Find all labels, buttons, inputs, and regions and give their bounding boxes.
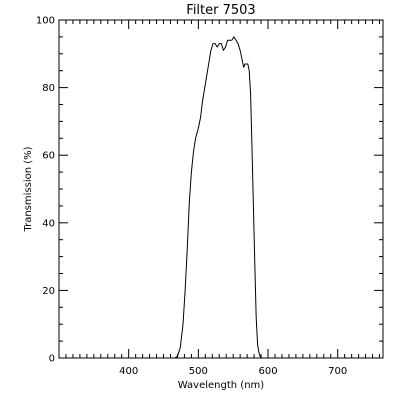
y-tick-label: 80 <box>42 83 55 94</box>
series-line <box>171 36 266 359</box>
y-tick-label: 100 <box>36 16 55 27</box>
minor-ticks <box>58 20 383 358</box>
tick-labels: 400 500 600 700 0 20 40 60 80 100 <box>36 16 347 378</box>
y-axis-label: Transmission (%) <box>23 146 34 232</box>
y-tick-label: 40 <box>42 218 55 229</box>
major-ticks <box>59 19 383 359</box>
series-group <box>171 36 266 359</box>
x-tick-label: 600 <box>258 366 277 377</box>
y-tick-label: 20 <box>42 286 55 297</box>
x-tick-label: 500 <box>189 366 208 377</box>
chart-title: Filter 7503 <box>186 3 255 18</box>
x-tick-label: 700 <box>328 366 347 377</box>
x-tick-label: 400 <box>119 366 138 377</box>
y-tick-label: 0 <box>49 354 55 365</box>
plot-frame <box>58 19 384 359</box>
x-axis-label: Wavelength (nm) <box>178 380 264 391</box>
y-tick-label: 60 <box>42 151 55 162</box>
